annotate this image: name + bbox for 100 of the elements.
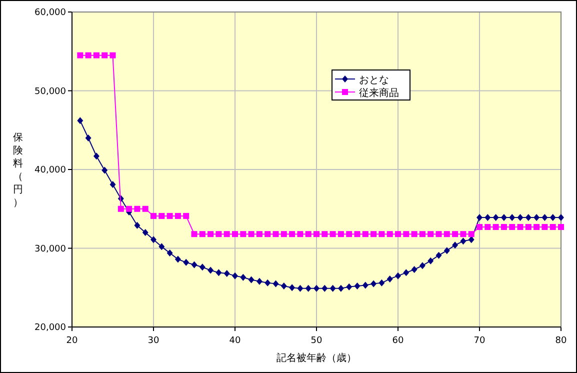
point <box>158 243 165 250</box>
point <box>395 272 401 280</box>
point <box>428 257 434 264</box>
x-axis-title: 記名被年齢（歳） <box>276 352 356 364</box>
x-tick-label: 20 <box>66 336 78 346</box>
point <box>403 269 410 276</box>
y-tick-label: 50,000 <box>34 86 66 97</box>
point <box>110 52 116 58</box>
point <box>509 224 516 230</box>
point <box>386 231 393 238</box>
point <box>525 214 532 222</box>
point <box>484 214 491 222</box>
point <box>256 278 262 285</box>
y-tick-label: 20,000 <box>34 323 66 333</box>
point <box>166 249 173 256</box>
point <box>517 214 524 222</box>
point <box>428 231 434 238</box>
point <box>110 180 116 188</box>
point <box>272 280 279 288</box>
point <box>322 284 328 292</box>
point <box>191 231 198 238</box>
point <box>476 214 482 222</box>
point <box>411 266 418 274</box>
point <box>419 231 426 238</box>
legend-label: 従来商品 <box>359 87 399 99</box>
point <box>542 214 548 222</box>
point <box>338 284 344 292</box>
point <box>248 231 254 238</box>
x-tick-label: 80 <box>555 336 567 346</box>
point <box>492 214 499 222</box>
point <box>191 261 198 268</box>
point <box>484 224 491 230</box>
point <box>102 166 108 174</box>
y-tick-label: 30,000 <box>34 244 66 254</box>
point <box>272 231 279 238</box>
point <box>517 224 524 230</box>
point <box>314 231 320 238</box>
point <box>444 247 450 254</box>
point <box>558 224 564 230</box>
point <box>322 231 328 238</box>
point <box>150 212 156 219</box>
point <box>93 52 100 58</box>
point <box>297 231 304 238</box>
point <box>468 236 474 244</box>
point <box>534 214 540 222</box>
point <box>77 117 84 124</box>
point <box>362 231 368 238</box>
point <box>224 231 230 238</box>
x-tick-label: 60 <box>392 336 404 346</box>
point <box>314 284 320 292</box>
point <box>183 212 190 219</box>
point <box>93 152 100 160</box>
point <box>468 231 474 238</box>
point <box>346 231 352 238</box>
point <box>134 206 140 212</box>
point <box>460 231 466 238</box>
point <box>240 274 246 281</box>
point <box>280 231 287 238</box>
point <box>224 270 230 277</box>
point <box>558 214 564 222</box>
point <box>216 269 222 276</box>
point <box>208 266 214 274</box>
point <box>183 258 190 266</box>
point <box>330 284 336 292</box>
point <box>126 206 132 212</box>
point <box>492 224 499 230</box>
point <box>378 279 385 286</box>
point <box>142 229 148 236</box>
point <box>102 52 108 58</box>
point <box>354 282 360 290</box>
point <box>256 231 262 238</box>
point <box>452 242 458 249</box>
point <box>240 231 246 238</box>
legend-label: おとな <box>359 75 389 86</box>
point <box>550 214 556 222</box>
point <box>248 276 254 284</box>
point <box>370 231 377 238</box>
point <box>289 284 296 292</box>
point <box>134 222 140 229</box>
point <box>289 231 296 238</box>
point <box>297 284 304 292</box>
point <box>264 279 271 286</box>
point <box>166 212 173 219</box>
point <box>280 282 287 290</box>
point <box>550 224 556 230</box>
point <box>419 262 426 270</box>
point <box>232 231 238 238</box>
point <box>338 231 344 238</box>
point <box>150 236 156 244</box>
point <box>378 231 385 238</box>
point <box>476 224 482 230</box>
point <box>436 231 442 238</box>
point <box>216 231 222 238</box>
point <box>199 264 206 271</box>
y-axis-title: 保険料（円） <box>13 132 23 208</box>
x-tick-label: 70 <box>474 336 486 346</box>
point <box>354 231 360 238</box>
x-tick-label: 50 <box>310 336 322 346</box>
point <box>118 206 124 212</box>
point <box>534 224 540 230</box>
